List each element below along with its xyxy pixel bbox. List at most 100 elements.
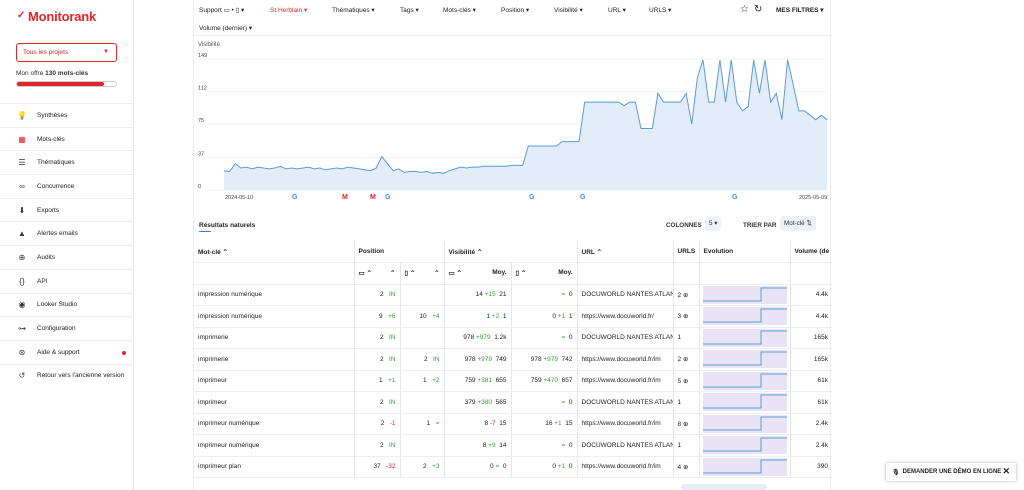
sub-pos-mobile[interactable]: ▯ ⌃ ⌃ xyxy=(399,262,445,285)
filter-volume[interactable]: Volume (dernier) ▾ xyxy=(199,25,253,32)
cell-p1: 1 xyxy=(379,377,383,385)
cell-urls: 2 ⊕ xyxy=(672,348,700,371)
filter-support[interactable]: Support ▭ • ▯ ▾ xyxy=(199,7,245,14)
usage-progress-bar xyxy=(16,81,117,87)
sidebar-item-11[interactable]: ↺ Retour vers l'ancienne version xyxy=(0,363,133,388)
filter-urls[interactable]: URLS ▾ xyxy=(649,7,672,14)
cell-p1d: IN xyxy=(389,355,396,363)
col-keyword[interactable]: Mot-clé ⌃ xyxy=(194,241,354,263)
filter-mots-cles[interactable]: Mots-clés ▾ xyxy=(443,7,476,14)
cell-keyword: impression numérique xyxy=(194,305,354,328)
sidebar-item-2[interactable]: ☰ Thématiques xyxy=(0,150,133,174)
sidebar-item-0[interactable]: 💡 Synthèses xyxy=(0,103,133,127)
sidebar-item-10[interactable]: ⊛ Aide & support xyxy=(0,339,133,364)
cell-v1d: +979 xyxy=(475,334,491,342)
chart-ytick-label: 149 xyxy=(198,53,207,59)
sidebar-item-label: Configuration xyxy=(37,325,76,333)
table-row[interactable]: imprimeur numérique 2 -1 1 = 8 -7 15 16 +1 1… xyxy=(194,413,833,435)
star-icon[interactable]: ☆ xyxy=(740,4,749,15)
filter-tags[interactable]: Tags ▾ xyxy=(400,7,419,14)
cell-kw: imprimeur xyxy=(198,398,227,406)
sidebar-item-5[interactable]: ▲ Alertes emails xyxy=(0,221,133,245)
cell-v1d: +9 xyxy=(488,441,496,449)
col-url[interactable]: URL ⌃ xyxy=(576,241,674,263)
horizontal-scrollbar[interactable] xyxy=(681,484,767,490)
sub-vis-mobile[interactable]: ▯ ⌃ Moy. xyxy=(510,262,578,285)
table-row[interactable]: imprimeur numérique 2 IN 8 +9 14 = 0 DOCUW… xyxy=(194,434,833,457)
gmail-icon: M xyxy=(342,194,348,201)
col-volume[interactable]: Volume (de xyxy=(789,241,833,263)
table-row[interactable]: impression numérique 2 IN 14 +15 21 = 0 DO… xyxy=(194,284,833,306)
sidebar-item-4[interactable]: ⬇ Exports xyxy=(0,197,133,222)
col-position[interactable]: Position xyxy=(353,241,445,263)
col-visibilite[interactable]: Visibilité ⌃ xyxy=(443,241,578,263)
sidebar-item-1[interactable]: ▦ Mots-clés xyxy=(0,126,133,151)
colonnes-select[interactable]: 5 ▾ xyxy=(705,216,722,231)
filter-location[interactable]: St Herblain ▾ xyxy=(270,7,308,14)
chart-ytick-label: 37 xyxy=(198,151,204,157)
filter-visibilite[interactable]: Visibilité ▾ xyxy=(554,7,583,14)
cell-v1: 0 xyxy=(490,463,494,471)
cell-p1d: IN xyxy=(389,441,396,449)
table-row[interactable]: imprimeur 2 IN 379 +380 565 = 0 DOCUWORLD … xyxy=(194,391,833,414)
sidebar-item-9[interactable]: ⊶ Configuration xyxy=(0,316,133,340)
results-title[interactable]: Résultats naturels xyxy=(199,222,256,229)
sparkline-line xyxy=(702,351,787,366)
demo-request-button[interactable]: 🎙 DEMANDER UNE DÉMO EN LIGNE ✕ xyxy=(886,463,1016,481)
project-select[interactable]: Tous les projets ▼ xyxy=(16,43,117,62)
cell-vol: 390 xyxy=(817,463,829,471)
cell-urls: 4 ⊕ xyxy=(677,463,689,471)
cell-pos-mobile xyxy=(399,434,445,457)
sparkline-line xyxy=(702,287,787,302)
sidebar-item-label: Aide & support xyxy=(37,348,80,356)
sidebar-item-7[interactable]: {} API xyxy=(0,268,133,293)
sidebar-item-8[interactable]: ◉ Looker Studio xyxy=(0,292,133,317)
cell-pos-desktop: 9 +6 xyxy=(353,305,400,328)
cell-pos-desktop: 2 IN xyxy=(353,327,400,349)
filter-position[interactable]: Position ▾ xyxy=(501,7,530,14)
cell-v1m: 15 xyxy=(499,420,507,428)
table-header-row: Mot-clé ⌃ Position Visibilité ⌃ URL ⌃ UR… xyxy=(194,241,833,263)
sub-vis-desktop[interactable]: ▭ ⌃ Moy. xyxy=(443,262,512,285)
cell-v2: 978 xyxy=(530,355,542,363)
col-urls[interactable]: URLS xyxy=(672,241,700,263)
chart-ytick-label: 0 xyxy=(198,184,201,190)
sidebar-item-6[interactable]: ⊕ Audits xyxy=(0,245,133,269)
cell-urls: 4 ⊕ xyxy=(672,456,700,478)
cell-p1: 2 xyxy=(379,398,384,406)
sparkline-line xyxy=(702,373,787,388)
filter-thematiques[interactable]: Thématiques ▾ xyxy=(332,7,375,14)
cell-v1d: +2 xyxy=(491,312,500,320)
cell-kw: imprimerie xyxy=(198,334,229,342)
cell-evolution xyxy=(698,413,791,435)
cell-vis-desktop: 1 +2 1 xyxy=(443,305,512,328)
table-row[interactable]: imprimeur 1 +1 1 +2 759 +381 655 759 +470 65… xyxy=(194,370,833,392)
cell-v1d: +979 xyxy=(477,355,493,363)
cell-p2d: +2 xyxy=(432,377,440,385)
sub-pos-desktop[interactable]: ▭ ⌃ ⌃ xyxy=(353,262,400,285)
chart-ytick-label: 112 xyxy=(198,86,207,92)
cell-v2d: = xyxy=(561,398,566,406)
cell-p1: 37 xyxy=(373,463,381,471)
brand-logo[interactable]: Monitorank xyxy=(28,9,97,24)
cell-vol: 2.4k xyxy=(815,420,829,428)
chart-area-fill xyxy=(224,59,827,191)
cell-p2: 2 xyxy=(423,355,428,363)
sidebar-item-3[interactable]: ∞ Concurrence xyxy=(0,174,133,198)
trier-select[interactable]: Mot-clé ⇅ xyxy=(780,216,816,231)
cell-evolution xyxy=(698,391,791,414)
filter-location-label: St Herblain xyxy=(270,7,303,14)
cell-vis-mobile: 978 +979 742 xyxy=(510,348,578,371)
filter-url[interactable]: URL ▾ xyxy=(608,7,626,14)
cell-pos-mobile: 2 +3 xyxy=(399,456,445,478)
filter-mes-filtres[interactable]: MES FILTRES ▾ xyxy=(776,7,824,14)
cell-v1: 759 xyxy=(464,377,476,385)
table-row[interactable]: imprimerie 2 IN 978 +979 1.2k = 0 DOCUWORL… xyxy=(194,327,833,349)
cell-v2m: 15 xyxy=(565,420,573,428)
cell-v1d: = xyxy=(495,463,500,471)
close-icon[interactable]: ✕ xyxy=(1002,466,1010,476)
table-row[interactable]: imprimerie 2 IN 2 IN 978 +979 749 978 +979 7… xyxy=(194,348,833,371)
refresh-icon[interactable]: ↻ xyxy=(754,4,763,15)
